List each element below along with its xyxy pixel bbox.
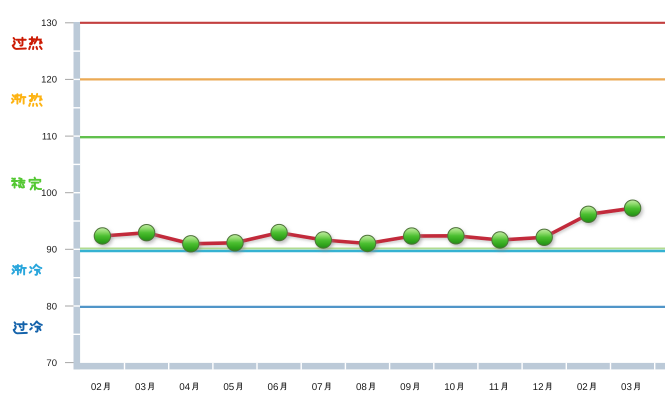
svg-text:90: 90 [46, 245, 57, 256]
svg-text:120: 120 [41, 75, 57, 86]
svg-text:11: 11 [489, 382, 499, 393]
svg-text:06: 06 [268, 382, 279, 393]
svg-text:08: 08 [356, 382, 367, 393]
svg-text:09: 09 [400, 382, 411, 393]
svg-text:10: 10 [444, 382, 455, 393]
svg-text:04: 04 [179, 382, 190, 393]
svg-text:80: 80 [46, 301, 57, 312]
svg-text:70: 70 [46, 358, 57, 369]
svg-text:02: 02 [577, 382, 588, 393]
svg-text:07: 07 [312, 382, 323, 393]
svg-text:03: 03 [135, 382, 146, 393]
svg-text:05: 05 [223, 382, 234, 393]
svg-text:110: 110 [42, 131, 57, 142]
svg-text:02: 02 [91, 382, 102, 393]
svg-text:100: 100 [41, 188, 57, 199]
svg-text:03: 03 [621, 382, 632, 393]
svg-text:130: 130 [41, 18, 57, 29]
svg-text:12: 12 [533, 382, 544, 393]
